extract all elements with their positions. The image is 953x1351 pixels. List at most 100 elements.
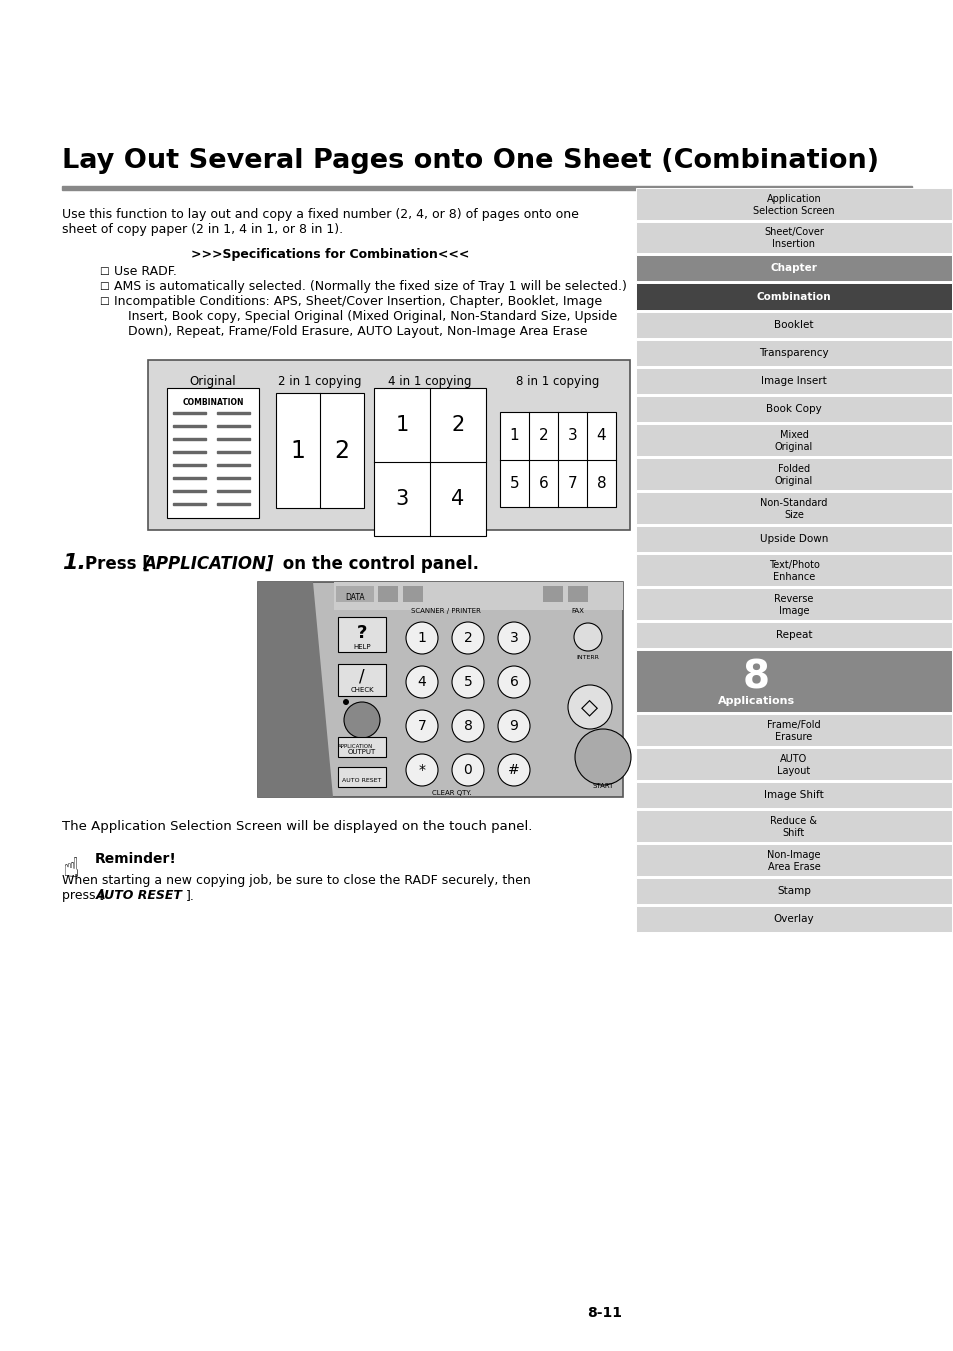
Text: □: □ bbox=[99, 266, 109, 276]
Bar bbox=[172, 412, 206, 413]
Bar bbox=[636, 188, 951, 220]
Text: press [: press [ bbox=[62, 889, 105, 902]
Text: Use this function to lay out and copy a fixed number (2, 4, or 8) of pages onto : Use this function to lay out and copy a … bbox=[62, 208, 578, 222]
Text: □: □ bbox=[99, 281, 109, 290]
Bar bbox=[216, 489, 250, 492]
Bar bbox=[636, 748, 951, 780]
Bar bbox=[337, 663, 386, 696]
Text: Image: Image bbox=[778, 607, 808, 616]
Text: 1: 1 bbox=[509, 428, 518, 443]
Text: AMS is automatically selected. (Normally the fixed size of Tray 1 will be select: AMS is automatically selected. (Normally… bbox=[113, 280, 626, 293]
Text: Insertion: Insertion bbox=[772, 239, 815, 250]
Text: Overlay: Overlay bbox=[773, 915, 814, 924]
Bar bbox=[636, 396, 951, 422]
Text: HELP: HELP bbox=[353, 643, 371, 650]
Bar bbox=[636, 222, 951, 253]
Text: INTERR: INTERR bbox=[576, 655, 598, 661]
Text: 3: 3 bbox=[509, 631, 517, 644]
Bar bbox=[402, 586, 422, 603]
Text: #: # bbox=[508, 763, 519, 777]
Text: Book Copy: Book Copy bbox=[765, 404, 821, 413]
Bar bbox=[216, 477, 250, 480]
Circle shape bbox=[343, 698, 349, 705]
Circle shape bbox=[452, 711, 483, 742]
Circle shape bbox=[406, 754, 437, 786]
Bar bbox=[216, 424, 250, 427]
Bar bbox=[172, 463, 206, 466]
Bar bbox=[374, 388, 485, 536]
Bar bbox=[275, 393, 364, 508]
Text: 4: 4 bbox=[451, 489, 464, 509]
Circle shape bbox=[567, 685, 612, 730]
Text: 8: 8 bbox=[596, 476, 606, 490]
Text: Mixed: Mixed bbox=[779, 430, 807, 439]
Text: 3: 3 bbox=[567, 428, 577, 443]
Text: SCANNER / PRINTER: SCANNER / PRINTER bbox=[411, 608, 480, 613]
Text: DATA: DATA bbox=[345, 593, 364, 603]
Bar bbox=[172, 438, 206, 440]
Text: Insert, Book copy, Special Original (Mixed Original, Non-Standard Size, Upside: Insert, Book copy, Special Original (Mix… bbox=[128, 309, 617, 323]
Text: Shift: Shift bbox=[782, 828, 804, 838]
Text: Reverse: Reverse bbox=[774, 593, 813, 604]
Text: Chapter: Chapter bbox=[770, 263, 817, 273]
Circle shape bbox=[406, 621, 437, 654]
Text: 5: 5 bbox=[509, 476, 518, 490]
Text: ?: ? bbox=[356, 624, 367, 642]
Text: Original: Original bbox=[774, 476, 812, 486]
Text: Reduce &: Reduce & bbox=[770, 816, 817, 825]
Text: Combination: Combination bbox=[756, 292, 830, 301]
Bar bbox=[216, 463, 250, 466]
Text: Reminder!: Reminder! bbox=[95, 852, 176, 866]
Text: 1: 1 bbox=[291, 439, 305, 462]
Bar bbox=[636, 424, 951, 457]
Text: Applications: Applications bbox=[717, 696, 794, 705]
Text: 4: 4 bbox=[417, 676, 426, 689]
Bar bbox=[542, 586, 562, 603]
Circle shape bbox=[344, 703, 379, 738]
Text: Stamp: Stamp bbox=[777, 886, 810, 896]
Text: 9: 9 bbox=[509, 719, 517, 734]
Bar bbox=[335, 586, 374, 603]
Text: Text/Photo: Text/Photo bbox=[768, 559, 819, 570]
Circle shape bbox=[497, 666, 530, 698]
Text: 8-11: 8-11 bbox=[586, 1306, 621, 1320]
Bar bbox=[636, 650, 951, 712]
Text: 1.: 1. bbox=[62, 553, 86, 573]
Text: 0: 0 bbox=[463, 763, 472, 777]
Text: Application: Application bbox=[766, 193, 821, 204]
Text: START: START bbox=[592, 784, 613, 789]
Text: Press [: Press [ bbox=[85, 555, 150, 573]
Circle shape bbox=[452, 754, 483, 786]
Circle shape bbox=[406, 711, 437, 742]
Bar bbox=[636, 782, 951, 808]
Text: 2: 2 bbox=[335, 439, 349, 462]
Text: 7: 7 bbox=[417, 719, 426, 734]
Text: 2 in 1 copying: 2 in 1 copying bbox=[278, 376, 361, 388]
Text: APPLICATION: APPLICATION bbox=[337, 744, 373, 748]
Text: ].: ]. bbox=[186, 889, 194, 902]
Text: Layout: Layout bbox=[777, 766, 810, 775]
Text: FAX: FAX bbox=[571, 608, 584, 613]
Circle shape bbox=[452, 666, 483, 698]
Text: OUTPUT: OUTPUT bbox=[348, 748, 375, 755]
Text: 8: 8 bbox=[463, 719, 472, 734]
Text: *: * bbox=[418, 763, 425, 777]
Bar bbox=[377, 586, 397, 603]
Bar bbox=[172, 503, 206, 505]
Circle shape bbox=[575, 730, 630, 785]
Text: 6: 6 bbox=[509, 676, 517, 689]
Bar bbox=[636, 367, 951, 394]
Text: COMBINATION: COMBINATION bbox=[182, 399, 244, 407]
Bar bbox=[636, 255, 951, 281]
Text: AUTO: AUTO bbox=[780, 754, 807, 763]
Bar bbox=[172, 424, 206, 427]
Text: 2: 2 bbox=[463, 631, 472, 644]
Text: Upside Down: Upside Down bbox=[759, 534, 827, 544]
Circle shape bbox=[497, 754, 530, 786]
Circle shape bbox=[574, 623, 601, 651]
Text: 5: 5 bbox=[463, 676, 472, 689]
Bar bbox=[636, 878, 951, 904]
Text: Lay Out Several Pages onto One Sheet (Combination): Lay Out Several Pages onto One Sheet (Co… bbox=[62, 149, 879, 174]
Text: Image Shift: Image Shift bbox=[763, 790, 823, 800]
Text: CHECK: CHECK bbox=[350, 688, 374, 693]
